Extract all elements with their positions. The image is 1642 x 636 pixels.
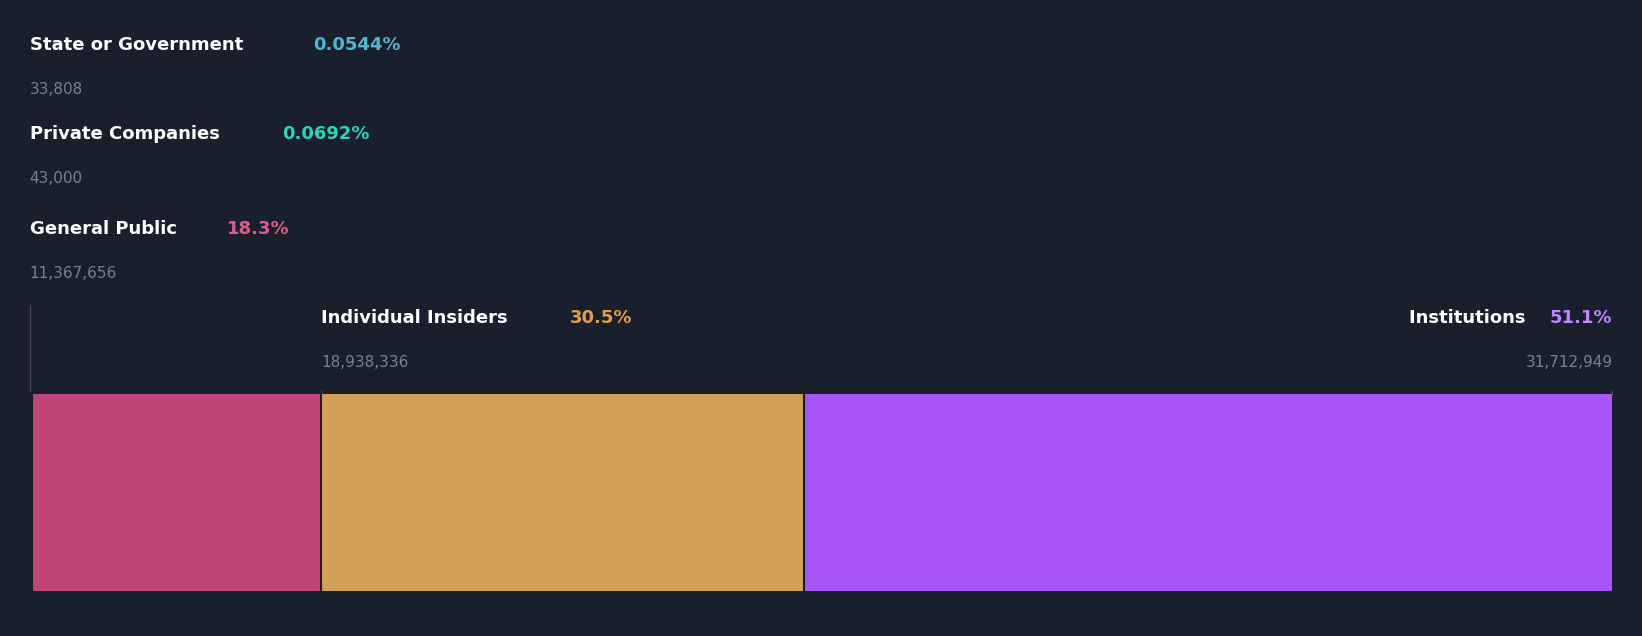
Text: 0.0692%: 0.0692% — [282, 125, 369, 142]
Bar — [31, 394, 322, 591]
Text: Private Companies: Private Companies — [30, 125, 225, 142]
Text: 0.0544%: 0.0544% — [312, 36, 401, 53]
Bar — [805, 394, 1612, 591]
Bar — [322, 394, 805, 591]
Text: 11,367,656: 11,367,656 — [30, 266, 117, 281]
Text: Individual Insiders: Individual Insiders — [322, 309, 514, 327]
Text: 18,938,336: 18,938,336 — [322, 355, 409, 370]
Text: State or Government: State or Government — [30, 36, 250, 53]
Text: 51.1%: 51.1% — [1550, 309, 1612, 327]
Text: Institutions: Institutions — [1409, 309, 1532, 327]
Text: 43,000: 43,000 — [30, 170, 82, 186]
Text: General Public: General Public — [30, 220, 182, 238]
Text: 30.5%: 30.5% — [570, 309, 632, 327]
Text: 31,712,949: 31,712,949 — [1525, 355, 1612, 370]
Text: 33,808: 33,808 — [30, 81, 82, 97]
Text: 18.3%: 18.3% — [227, 220, 291, 238]
